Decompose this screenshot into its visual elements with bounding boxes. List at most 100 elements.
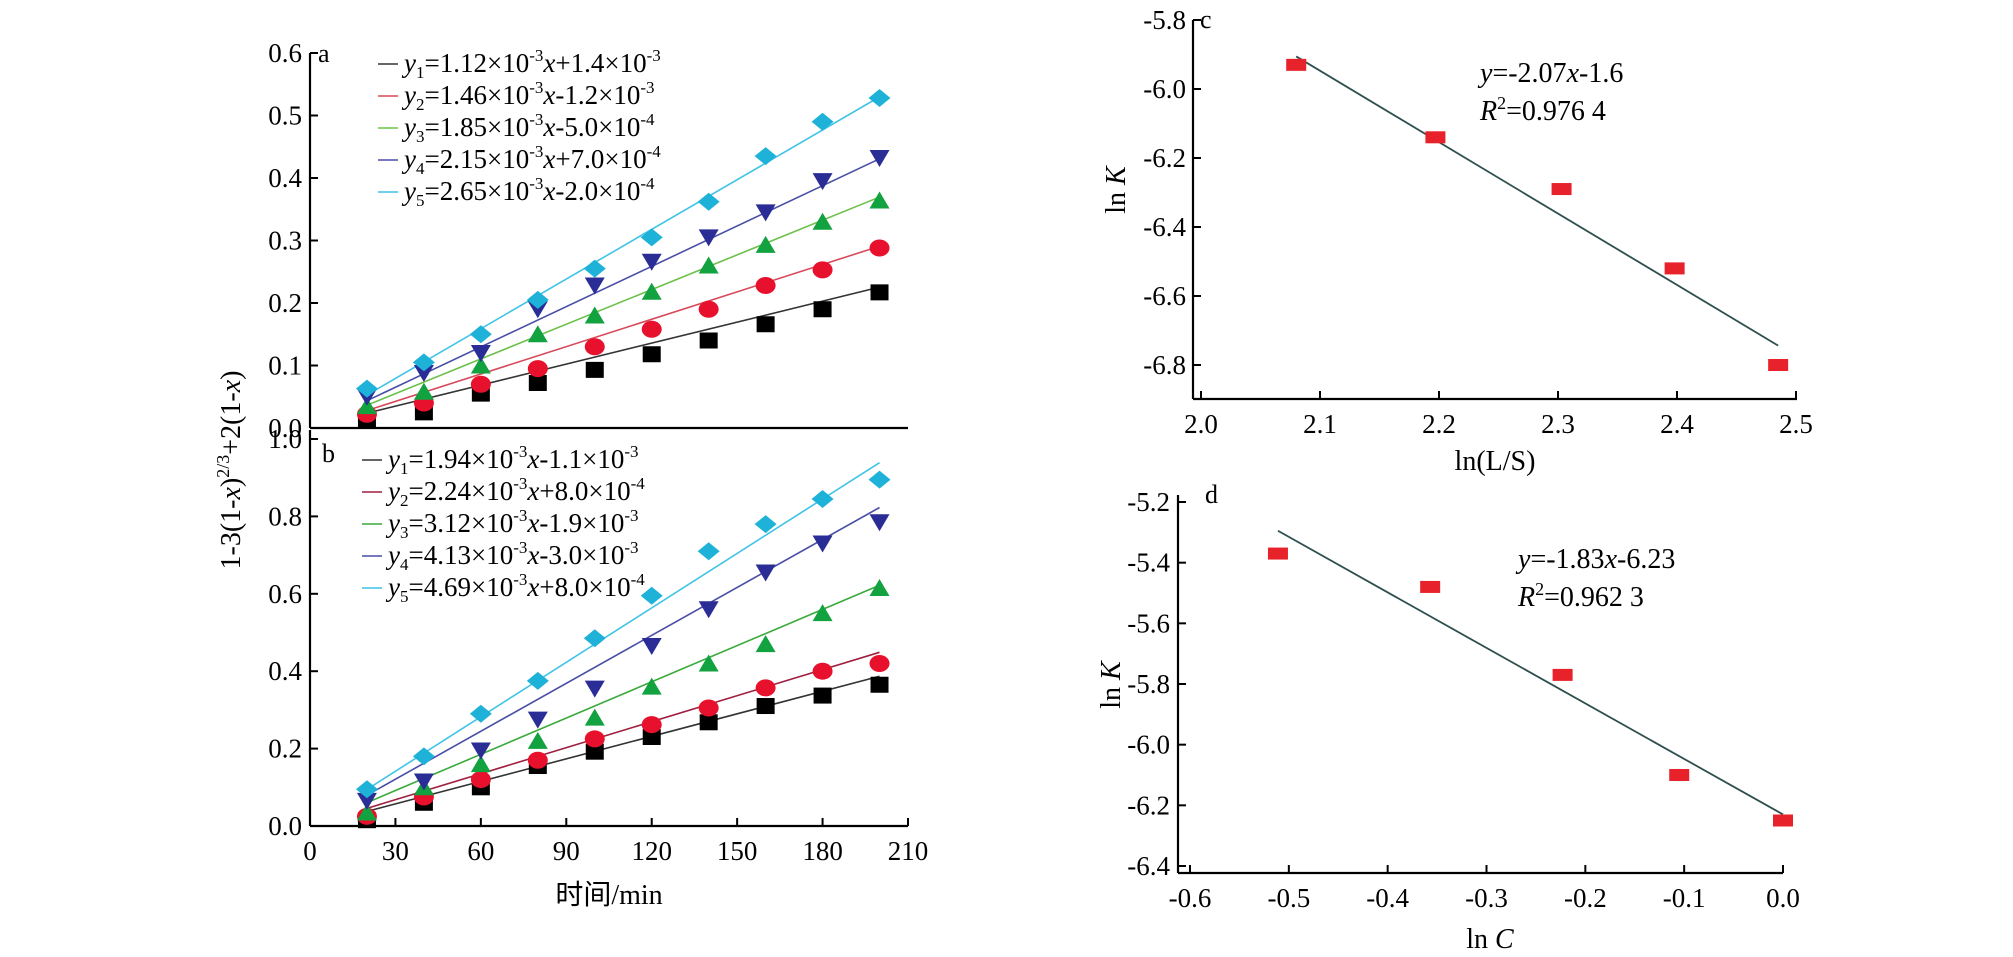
panel-c-x-tick-label: 2.4 — [1660, 409, 1694, 439]
panel-b-data-point — [584, 680, 605, 698]
panel-d-eq-x: x — [1604, 544, 1618, 575]
panel-a-data-point — [584, 338, 605, 356]
panel-b-legend-entry: y3=3.12×10-3x-1.9×10-3 — [385, 506, 639, 542]
panel-b-data-point — [869, 578, 890, 596]
panel-a-data-point — [698, 300, 719, 318]
ab-y-axis-title-x2: x — [216, 379, 247, 393]
panel-b-legend-text-part: -3 — [624, 506, 638, 525]
panel-b-data-point — [412, 747, 435, 766]
panel-b-data-point — [698, 699, 719, 717]
panel-b-data-point — [583, 629, 606, 648]
panel-a-legend-text-part: -3 — [640, 78, 654, 97]
panel-b-label: b — [322, 439, 335, 468]
panel-d-eq-y: y — [1515, 544, 1531, 575]
panel-d-data-point — [1669, 769, 1690, 781]
panel-c-x-axis-title: ln(L/S) — [1455, 446, 1536, 477]
panel-b-legend-text-part: x — [526, 540, 539, 570]
panel-a-fit-line — [366, 96, 880, 396]
panel-b-data-point — [585, 743, 604, 760]
panel-a-data-point — [527, 301, 548, 319]
panel-d-label: d — [1205, 480, 1218, 509]
panel-b-data-point — [812, 662, 833, 680]
panel-b-data-point — [697, 542, 720, 561]
panel-d-x-tick-label: -0.4 — [1366, 883, 1409, 913]
panel-a-legend-text-part: +1.4×10 — [555, 48, 646, 78]
ab-y-axis-title-part3: +2(1- — [216, 392, 247, 454]
panel-c-y-tick-label: -5.8 — [1143, 5, 1186, 35]
panel-c-eq-y: y — [1477, 58, 1493, 89]
panel-b-x-tick-label: 150 — [717, 836, 758, 866]
panel-a-data-point — [413, 382, 434, 400]
ab-y-axis-title-exp: 2/3 — [213, 455, 233, 478]
panel-c-x-tick-label: 2.3 — [1541, 409, 1575, 439]
panel-a-data-point — [641, 320, 662, 338]
panel-d-y-tick-label: -6.4 — [1127, 851, 1170, 881]
panel-b-data-point — [641, 638, 662, 656]
panel-b-x-tick-label: 210 — [888, 836, 929, 866]
panel-b-legend: y1=1.94×10-3x-1.1×10-3y2=2.24×10-3x+8.0×… — [362, 442, 645, 606]
panel-a-legend-text-part: y — [401, 80, 416, 110]
panel-b-data-point — [869, 514, 890, 532]
panel-b-data-point — [698, 654, 719, 672]
panel-a-legend-entry: y1=1.12×10-3x+1.4×10-3 — [401, 46, 661, 82]
panel-a: 0.00.10.20.30.40.50.6 a y1=1.12×10-3x+1.… — [268, 38, 908, 443]
panel-b-data-point — [869, 654, 890, 672]
panel-d-y-tick-label: -6.2 — [1127, 790, 1170, 820]
panel-b-y-tick-label: 0.2 — [268, 734, 302, 764]
panel-d-y-tick-label: -5.4 — [1127, 548, 1170, 578]
panel-b-legend-text-part: -1.9×10 — [539, 508, 624, 538]
panel-a-legend-entry: y5=2.65×10-3x-2.0×10-4 — [401, 174, 655, 210]
panel-a-data-point — [470, 345, 491, 362]
panel-a-legend-text-part: y — [401, 144, 416, 174]
panel-a-legend-text-part: -5.0×10 — [555, 112, 640, 142]
panel-a-data-point — [527, 325, 548, 343]
panel-d-x-tick-label: -0.3 — [1465, 883, 1508, 913]
panel-a-legend-text-part: =2.15×10 — [424, 144, 529, 174]
panel-d-y-tick-label: -5.8 — [1127, 669, 1170, 699]
panel-c-r-squared: R2=0.976 4 — [1479, 93, 1606, 127]
panel-a-data-point — [412, 353, 435, 372]
panel-b-data-point — [870, 676, 889, 693]
panel-a-data-point — [812, 173, 833, 191]
panel-c-y-tick-label: -6.8 — [1143, 350, 1186, 380]
panel-b-x-tick-label: 180 — [802, 836, 843, 866]
panel-b-legend-text-part: -3 — [624, 442, 638, 461]
panel-b-data-point — [527, 711, 548, 729]
panel-a-data-point — [584, 277, 605, 295]
panel-b-data-point — [812, 535, 833, 553]
panel-a-data-point — [869, 191, 890, 209]
panel-a-data-point — [528, 375, 547, 391]
panel-a-legend-text-part: =2.65×10 — [424, 176, 529, 206]
panel-a-data-point — [470, 375, 491, 393]
panel-a-data-point — [698, 229, 719, 247]
panel-c-y-axis-title: ln K — [1101, 165, 1132, 214]
panel-b-legend-text-part: 4 — [400, 555, 409, 574]
panel-b-fit-line — [366, 462, 880, 791]
panel-a-legend-text-part: 2 — [416, 95, 425, 114]
panel-a-y-tick-label: 0.4 — [268, 163, 302, 193]
panel-a-data-point — [697, 192, 720, 211]
panel-a-data-point — [811, 112, 834, 131]
panel-a-label: a — [318, 39, 330, 68]
panel-b-legend-text-part: x — [526, 476, 539, 506]
panel-a-legend-text-part: -2.0×10 — [555, 176, 640, 206]
panel-b-y-tick-label: 0.8 — [268, 501, 302, 531]
panel-a-y-tick-label: 0.1 — [268, 351, 302, 381]
panel-b-legend-text-part: -3 — [513, 442, 527, 461]
panel-a-legend-text-part: y — [401, 48, 416, 78]
panel-a-data-point — [868, 89, 891, 107]
panel-d-x-tick-label: -0.5 — [1267, 883, 1310, 913]
panel-b-legend-text-part: 3 — [400, 523, 409, 542]
panel-b-data-point — [470, 742, 491, 760]
panel-d-y-tick-label: -5.6 — [1127, 608, 1170, 638]
panel-b-legend-text-part: +8.0×10 — [539, 476, 630, 506]
panel-c-y-axis-title-main: ln — [1101, 185, 1132, 214]
panel-b: 0.0 0.2 0.4 0.6 0.8 1.0 0 30 60 90 120 150 180 210 b… — [268, 424, 928, 911]
panel-a-legend-text-part: -3 — [529, 46, 543, 65]
panel-b-y-tick-label: 0.0 — [268, 811, 302, 841]
panel-c-r2-value: =0.976 4 — [1506, 96, 1606, 127]
panel-d-r2-value: =0.962 3 — [1544, 582, 1644, 613]
panel-c-data-point — [1664, 262, 1685, 275]
panel-a-data-point — [470, 356, 491, 374]
panel-a-data-point — [756, 316, 775, 333]
